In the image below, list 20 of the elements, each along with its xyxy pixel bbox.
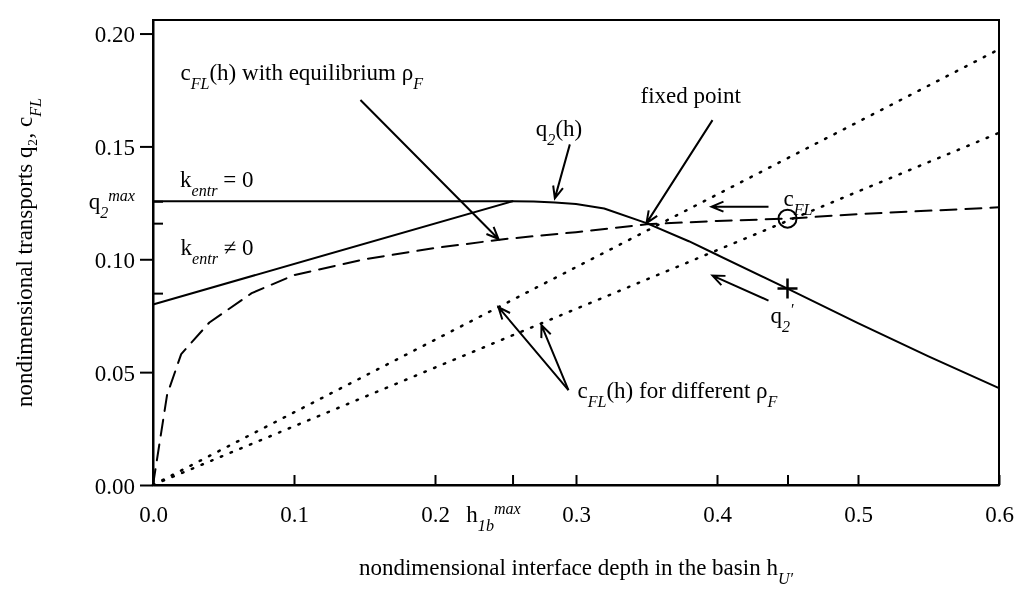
x-tick-label: 0.1 [280, 502, 309, 527]
annotation: c$_{FL}$(h) with equilibrium ρ$_{F}$ [180, 59, 424, 92]
annotation: c$_{FL}$ [783, 185, 813, 218]
x-tick-label: 0.4 [703, 502, 733, 527]
y-tick-label: 0.15 [94, 134, 135, 160]
annotation: fixed point [640, 83, 742, 109]
annotation: k$_{entr}$ ≠ 0 [180, 235, 254, 267]
x-tick-label: 0.2 [421, 502, 450, 527]
y-tick-label: 0.10 [94, 247, 135, 273]
x-axis-title: nondimensional interface depth in the basin h$_{U′}$ [358, 555, 794, 587]
x-tick-label: 0.3 [562, 502, 591, 527]
x-tick-label: 0.5 [844, 502, 873, 527]
x-tick-label: 0.6 [985, 502, 1014, 527]
x-tick-label: 0.0 [139, 502, 168, 527]
annotation: c$_{FL}$(h) for different ρ$_{F}$ [577, 378, 778, 410]
annotation: k$_{entr}$ = 0 [180, 167, 254, 199]
y-tick-label: 0.20 [94, 22, 135, 48]
y-tick-label: 0.05 [94, 360, 135, 386]
annotation: q$_{2}$(h) [535, 116, 583, 148]
y-tick-label: 0.00 [94, 473, 135, 499]
